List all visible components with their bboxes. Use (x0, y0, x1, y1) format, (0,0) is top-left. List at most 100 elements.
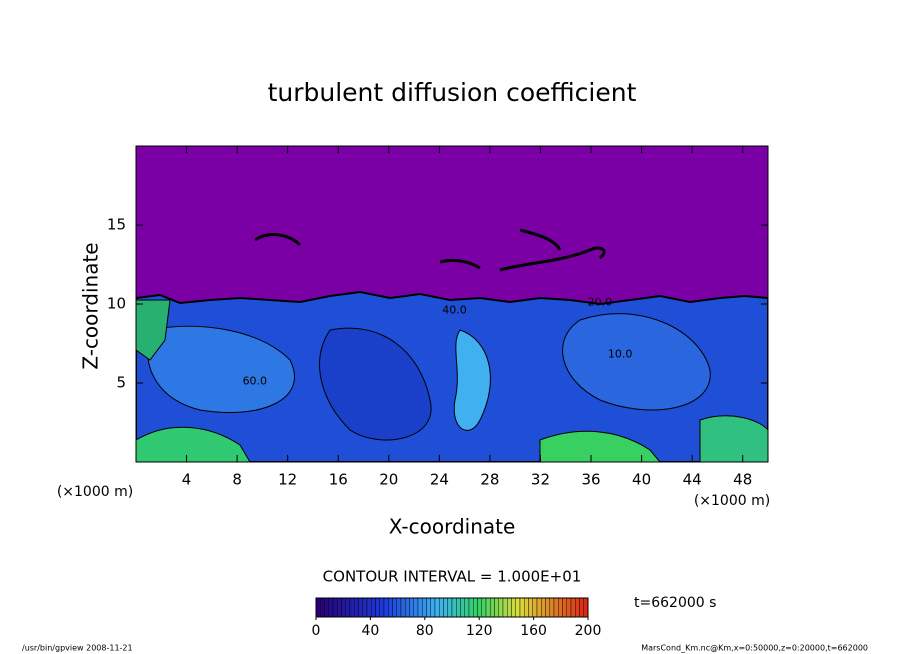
colorbar-segment (477, 597, 482, 618)
colorbar-segment (405, 597, 410, 618)
colorbar-tick-label: 200 (575, 623, 602, 639)
colorbar-segment (434, 597, 440, 618)
colorbar-segment (532, 597, 538, 618)
colorbar-segment (413, 597, 419, 618)
colorbar-segment (315, 597, 321, 618)
colorbar-segment (383, 597, 389, 618)
footer-right: MarsCond_Km.nc@Km,x=0:50000,z=0:20000,t=… (641, 644, 868, 653)
colorbar-segment (375, 597, 380, 618)
field-region (699, 415, 768, 462)
colorbar-segment (396, 597, 402, 618)
colorbar-segment (354, 597, 359, 618)
x-tick-label: 36 (581, 471, 600, 489)
colorbar-segment (579, 597, 584, 618)
colorbar-segment (345, 597, 351, 618)
colorbar-segment (451, 597, 457, 618)
colorbar-segment (443, 597, 448, 618)
colorbar-tick-label: 120 (466, 623, 493, 639)
x-tick-label: 16 (329, 471, 348, 489)
colorbar-segment (430, 597, 436, 618)
colorbar-segment (481, 597, 487, 618)
field-region (136, 299, 171, 361)
y-tick-label: 5 (116, 374, 126, 392)
colorbar-segment (583, 597, 589, 618)
colorbar-segment (388, 597, 393, 618)
contour-label: 20.0 (588, 295, 613, 308)
colorbar-segment (553, 597, 559, 618)
colorbar-segment (570, 597, 576, 618)
colorbar-segment (328, 597, 334, 618)
field-region (136, 426, 251, 462)
y-tick-label: 15 (107, 216, 126, 234)
x-unit: (×1000 m) (694, 493, 770, 509)
x-tick-label: 32 (531, 471, 550, 489)
colorbar-segment (392, 597, 397, 618)
colorbar-segment (362, 597, 368, 618)
y-unit: (×1000 m) (57, 484, 133, 500)
colorbar-segment (498, 597, 504, 618)
x-tick-label: 20 (379, 471, 398, 489)
colorbar-segment (558, 597, 563, 618)
colorbar-segment (379, 597, 385, 618)
contour-label: 60.0 (243, 374, 268, 387)
colorbar-segment (485, 597, 491, 618)
chart-title: turbulent diffusion coefficient (268, 78, 637, 107)
field-region (146, 325, 295, 414)
colorbar-segment (494, 597, 499, 618)
x-tick-label: 12 (278, 471, 297, 489)
colorbar-segment (515, 597, 521, 618)
x-tick-label: 4 (182, 471, 192, 489)
colorbar-segment (439, 597, 444, 618)
x-tick-label: 48 (733, 471, 752, 489)
y-axis-label: Z-coordinate (79, 242, 103, 369)
field-region (562, 313, 711, 411)
colorbar-segment (473, 597, 478, 618)
x-tick-label: 44 (683, 471, 702, 489)
colorbar-segment (320, 597, 325, 618)
colorbar-segment (447, 597, 453, 618)
colorbar-segment (460, 597, 465, 618)
colorbar-tick-label: 160 (520, 623, 547, 639)
field-region (319, 327, 432, 441)
colorbar-segment (507, 597, 512, 618)
colorbar-segment (549, 597, 555, 618)
colorbar-segment (409, 597, 414, 618)
x-tick-label: 8 (232, 471, 242, 489)
colorbar-segment (341, 597, 346, 618)
field (136, 146, 768, 462)
colorbar-tick-label: 0 (312, 623, 321, 639)
colorbar-segment (366, 597, 372, 618)
colorbar-frame (315, 597, 589, 618)
colorbar-segment (528, 597, 533, 618)
field-contour (254, 228, 606, 272)
field-region (539, 430, 661, 462)
x-axis-label: X-coordinate (389, 515, 516, 539)
contour-label: 40.0 (442, 303, 467, 316)
colorbar-segment (545, 597, 550, 618)
contour-label: 10.0 (608, 348, 633, 361)
contour-interval: CONTOUR INTERVAL = 1.000E+01 (323, 568, 582, 586)
colorbar-segment (332, 597, 338, 618)
colorbar-segment (371, 597, 376, 618)
colorbar-tick-label: 80 (416, 623, 434, 639)
colorbar-segment (511, 597, 516, 618)
colorbar-segment (417, 597, 423, 618)
colorbar-segment (541, 597, 546, 618)
colorbar-segment (337, 597, 342, 618)
colorbar-segment (490, 597, 495, 618)
colorbar-segment (358, 597, 363, 618)
field-region (453, 329, 491, 431)
footer-left: /usr/bin/gpview 2008-11-21 (22, 644, 133, 653)
x-tick-label: 24 (430, 471, 449, 489)
colorbar-segment (519, 597, 525, 618)
colorbar-segment (566, 597, 572, 618)
time-label: t=662000 s (634, 595, 716, 611)
colorbar-segment (464, 597, 470, 618)
colorbar-segment (422, 597, 427, 618)
colorbar-tick-label: 40 (361, 623, 379, 639)
colorbar-segment (524, 597, 529, 618)
colorbar-segment (536, 597, 542, 618)
colorbar-segment (426, 597, 431, 618)
colorbar-segment (349, 597, 355, 618)
